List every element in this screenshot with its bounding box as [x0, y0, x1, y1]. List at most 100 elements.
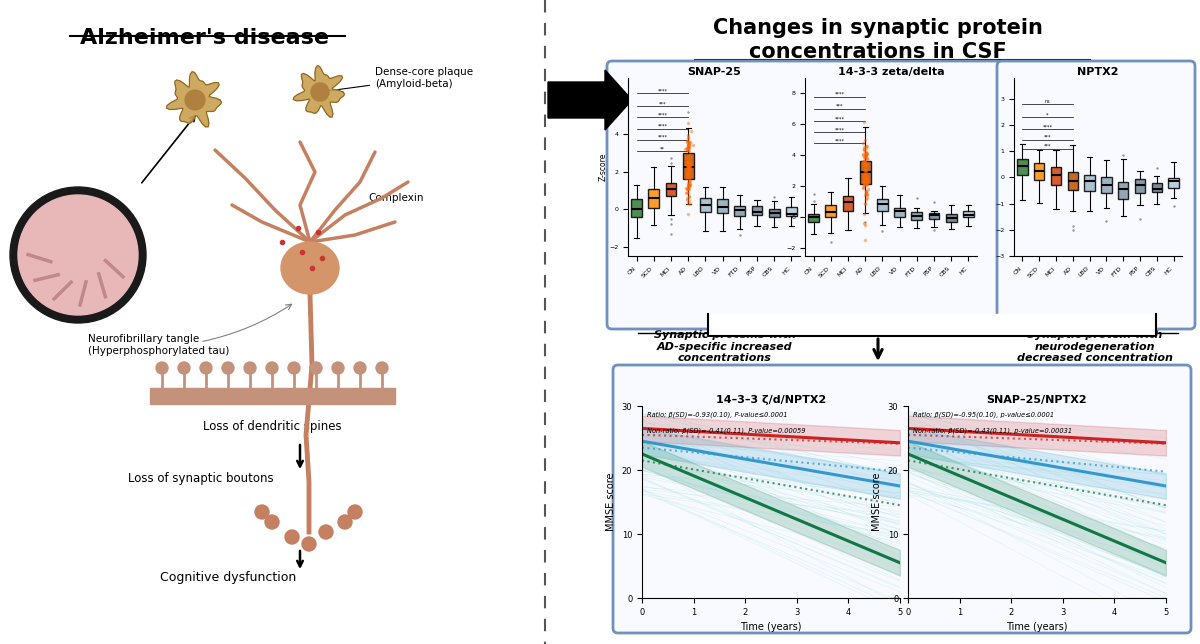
Point	[679, 165, 698, 175]
Bar	[150, 388, 395, 404]
Point	[678, 180, 697, 190]
Point	[853, 176, 872, 186]
Point	[854, 156, 874, 166]
PathPatch shape	[1051, 167, 1061, 185]
Text: ***: ***	[1044, 135, 1051, 140]
Title: NPTX2: NPTX2	[1078, 67, 1118, 77]
Point	[854, 173, 874, 184]
PathPatch shape	[1085, 175, 1094, 191]
Point	[677, 184, 696, 194]
PathPatch shape	[860, 160, 870, 184]
Point	[856, 164, 875, 175]
Point	[680, 174, 700, 184]
Point	[858, 176, 877, 186]
Circle shape	[222, 362, 234, 374]
Point	[856, 194, 875, 205]
Point	[679, 167, 698, 178]
Point	[857, 171, 876, 181]
Circle shape	[311, 83, 329, 101]
Point	[678, 178, 697, 188]
Point	[854, 138, 874, 148]
Circle shape	[354, 362, 366, 374]
PathPatch shape	[700, 198, 710, 213]
Circle shape	[348, 505, 362, 519]
Text: ****: ****	[834, 138, 845, 143]
Point	[679, 180, 698, 190]
Point	[856, 143, 875, 153]
PathPatch shape	[683, 153, 694, 178]
Point	[857, 166, 876, 176]
Point	[857, 158, 876, 169]
Point	[853, 171, 872, 181]
Text: ****: ****	[658, 124, 667, 129]
Circle shape	[332, 362, 344, 374]
Point	[679, 178, 698, 188]
Point	[677, 157, 696, 167]
Point	[856, 158, 875, 168]
Point	[678, 140, 697, 151]
Text: ****: ****	[658, 88, 667, 93]
Point	[856, 220, 875, 230]
Text: Ratio; β(SD)=-0.95(0.10), p-value≤0.0001: Ratio; β(SD)=-0.95(0.10), p-value≤0.0001	[913, 412, 1055, 419]
Point	[680, 175, 700, 185]
Point	[676, 144, 695, 154]
Point	[853, 176, 872, 186]
Point	[678, 182, 697, 193]
Point	[858, 177, 877, 187]
Point	[678, 160, 697, 170]
Point	[857, 161, 876, 171]
Text: ***: ***	[835, 104, 844, 109]
Point	[680, 160, 700, 171]
Point	[677, 142, 696, 153]
Circle shape	[200, 362, 212, 374]
Point	[854, 170, 874, 180]
Point	[854, 152, 874, 162]
Point	[856, 178, 875, 188]
Point	[856, 187, 875, 198]
Text: T2: T2	[832, 614, 842, 623]
PathPatch shape	[1068, 172, 1078, 191]
Circle shape	[256, 505, 269, 519]
Point	[854, 176, 874, 187]
Text: ****: ****	[834, 117, 845, 122]
Circle shape	[319, 525, 334, 539]
Point	[678, 172, 697, 182]
Point	[680, 143, 700, 153]
Y-axis label: MMSE score: MMSE score	[606, 473, 616, 531]
Point	[856, 135, 875, 145]
PathPatch shape	[718, 199, 728, 213]
Point	[678, 133, 697, 144]
Point	[678, 162, 697, 173]
Point	[678, 152, 697, 162]
Point	[856, 179, 875, 189]
Point	[856, 167, 875, 177]
Point	[679, 195, 698, 205]
Point	[856, 176, 875, 187]
PathPatch shape	[912, 212, 922, 220]
Point	[854, 159, 874, 169]
Point	[678, 167, 697, 177]
Point	[854, 156, 874, 166]
Text: ****: ****	[834, 128, 845, 132]
Point	[680, 178, 700, 189]
Point	[857, 193, 876, 204]
Circle shape	[244, 362, 256, 374]
Point	[856, 149, 875, 160]
Circle shape	[185, 90, 205, 110]
Point	[677, 187, 696, 198]
Point	[857, 152, 876, 162]
Text: T3: T3	[870, 614, 881, 623]
Point	[856, 164, 875, 174]
FancyBboxPatch shape	[613, 365, 1190, 633]
Point	[678, 184, 697, 194]
PathPatch shape	[842, 196, 853, 211]
Point	[856, 169, 875, 180]
Point	[679, 191, 698, 202]
Text: Dense-core plaque
(Amyloid-beta): Dense-core plaque (Amyloid-beta)	[324, 67, 473, 93]
Point	[854, 170, 874, 180]
Point	[678, 188, 697, 198]
Point	[678, 171, 697, 181]
PathPatch shape	[1135, 179, 1145, 193]
Point	[856, 158, 875, 169]
Point	[856, 179, 875, 189]
